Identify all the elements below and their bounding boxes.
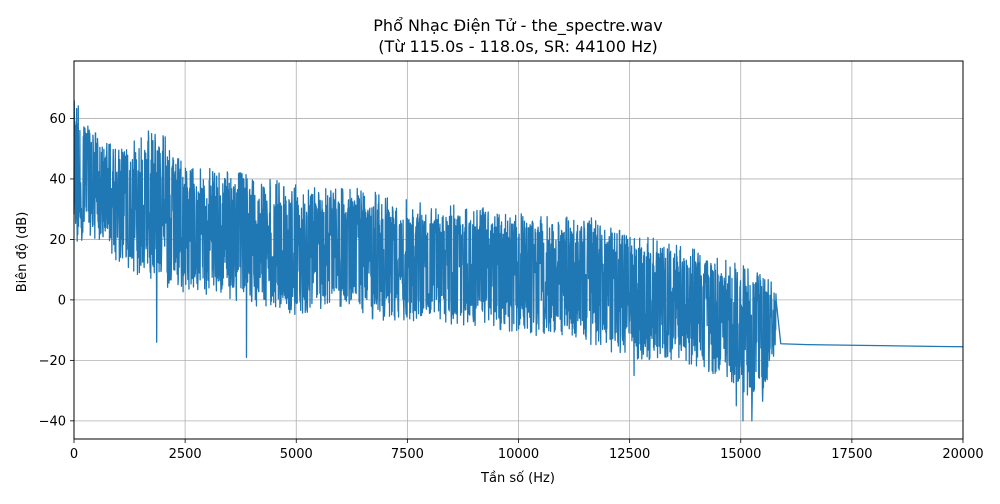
y-tick-label: 0 (58, 293, 66, 308)
y-tick-label: −40 (39, 414, 66, 429)
chart-subtitle: (Từ 115.0s - 118.0s, SR: 44100 Hz) (378, 37, 658, 56)
x-tick-label: 2500 (169, 447, 202, 462)
x-axis-label: Tần số (Hz) (480, 471, 555, 486)
x-tick-label: 7500 (391, 447, 424, 462)
x-tick-label: 10000 (498, 447, 539, 462)
spectrum-line (73, 100, 964, 422)
x-tick-label: 15000 (720, 447, 761, 462)
y-axis-label: Biên độ (dB) (15, 212, 30, 293)
y-tick-label: −20 (39, 354, 66, 369)
x-tick-label: 0 (70, 447, 78, 462)
chart-title: Phổ Nhạc Điện Tử - the_spectre.wav (373, 16, 662, 36)
data-layer (73, 100, 964, 422)
x-tick-label: 20000 (942, 447, 983, 462)
x-tick-label: 5000 (280, 447, 313, 462)
y-tick-label: 40 (49, 172, 66, 187)
x-tick-label: 17500 (831, 447, 872, 462)
x-tick-label: 12500 (609, 447, 650, 462)
y-tick-label: 60 (49, 112, 66, 127)
tick-layer: 0 2500 5000 7500 10000 12500 15000 17500 20000 −4… (39, 112, 984, 462)
y-tick-label: 20 (49, 233, 66, 248)
